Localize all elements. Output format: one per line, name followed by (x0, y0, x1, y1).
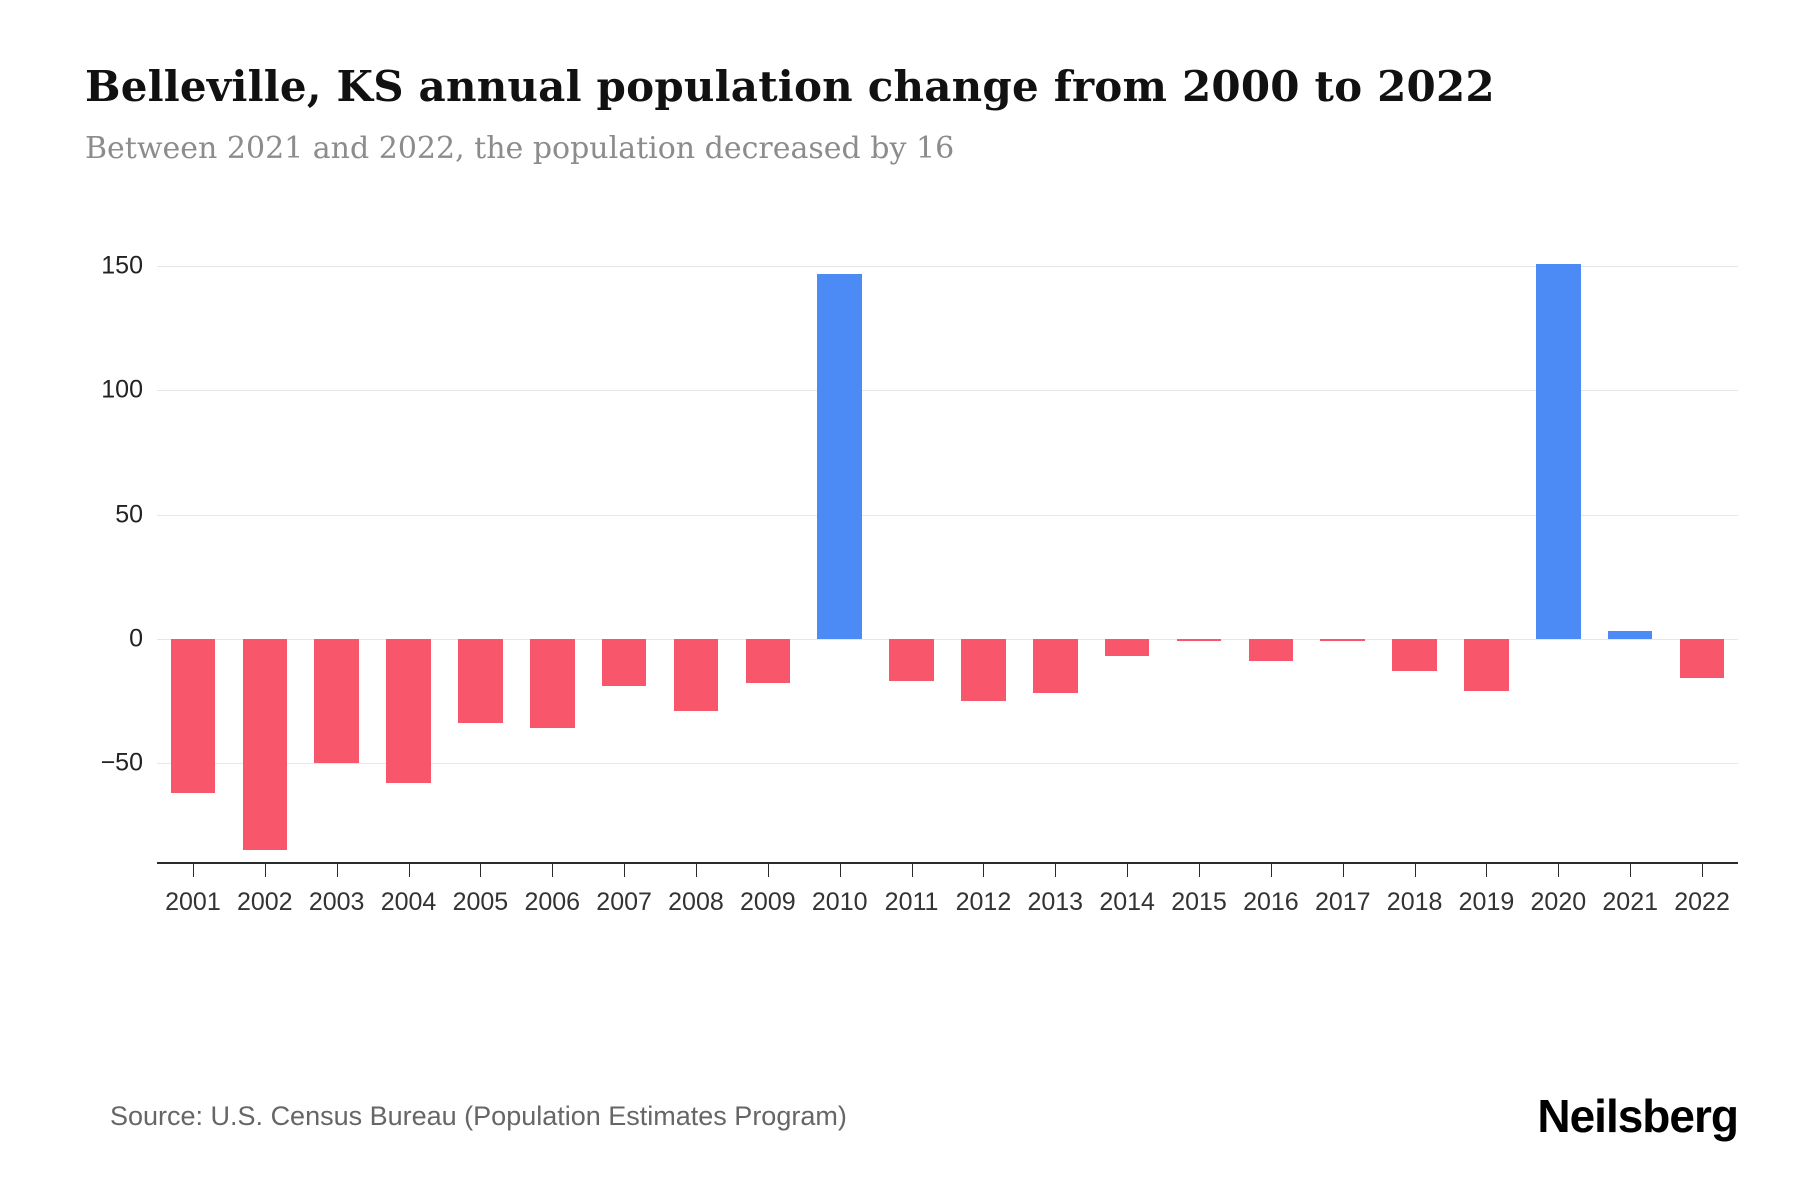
x-tick-label-2020: 2020 (1530, 888, 1587, 916)
x-tick (1199, 864, 1201, 877)
x-tick-label-2006: 2006 (524, 888, 581, 916)
x-tick-label-2009: 2009 (740, 888, 796, 916)
bar-2012[interactable] (961, 638, 1006, 701)
y-tick-label: −50 (100, 748, 143, 777)
x-tick-label-2011: 2011 (884, 888, 939, 916)
x-tick (767, 864, 769, 877)
x-tick (911, 864, 913, 877)
bar-2009[interactable] (745, 638, 791, 684)
y-tick-label: 100 (101, 375, 143, 404)
bar-2006[interactable] (529, 638, 575, 728)
x-tick (1127, 864, 1129, 877)
bar-2014[interactable] (1104, 638, 1150, 656)
y-tick-label: 50 (115, 500, 143, 529)
y-tick-label: 0 (129, 624, 143, 653)
bar-2005[interactable] (458, 638, 503, 724)
x-tick-label-2013: 2013 (1027, 888, 1084, 916)
x-tick (264, 864, 266, 877)
x-tick-label-2016: 2016 (1243, 888, 1299, 916)
x-tick-label-2018: 2018 (1386, 888, 1443, 916)
bar-2008[interactable] (673, 638, 719, 711)
bar-2001[interactable] (170, 638, 216, 793)
x-tick (1558, 864, 1560, 877)
x-tick (1270, 864, 1272, 877)
neilsberg-logo: Neilsberg (1537, 1090, 1739, 1142)
gridline-y-150 (157, 266, 1738, 268)
x-tick (408, 864, 410, 877)
gridline-y--50 (157, 762, 1738, 764)
bar-2022[interactable] (1679, 638, 1725, 679)
x-tick-label-2019: 2019 (1458, 888, 1515, 916)
bar-2002[interactable] (242, 638, 288, 850)
bar-2013[interactable] (1033, 638, 1078, 694)
x-tick-label-2012: 2012 (955, 888, 1012, 916)
x-tick (1055, 864, 1057, 877)
x-tick-label-2001: 2001 (165, 888, 221, 916)
x-tick-label-2022: 2022 (1674, 888, 1730, 916)
x-tick (624, 864, 626, 877)
x-tick-label-2002: 2002 (236, 888, 293, 916)
source-text: Source: U.S. Census Bureau (Population E… (110, 1100, 847, 1131)
bar-2016[interactable] (1248, 638, 1294, 661)
x-tick-label-2008: 2008 (668, 888, 724, 916)
x-tick (983, 864, 985, 877)
gridline-y-50 (157, 514, 1738, 516)
x-tick (1414, 864, 1416, 877)
x-tick-label-2010: 2010 (811, 888, 868, 916)
x-tick-label-2015: 2015 (1171, 888, 1227, 916)
x-tick-label-2004: 2004 (380, 888, 437, 916)
x-tick (480, 864, 482, 877)
bar-2019[interactable] (1464, 638, 1509, 691)
bar-2007[interactable] (601, 638, 647, 686)
x-tick (1486, 864, 1488, 877)
x-tick-label-2014: 2014 (1099, 888, 1155, 916)
bar-2010[interactable] (817, 273, 862, 639)
x-tick-label-2021: 2021 (1602, 888, 1659, 916)
y-tick-label: 150 (101, 251, 143, 280)
x-tick (1630, 864, 1632, 877)
bar-2004[interactable] (386, 638, 431, 783)
x-tick (552, 864, 554, 877)
y-axis: −50 0 50 100 150 (85, 251, 157, 864)
gridline-y-100 (157, 390, 1738, 392)
x-tick (1342, 864, 1344, 877)
bar-2017[interactable] (1320, 638, 1366, 642)
chart-subtitle: Between 2021 and 2022, the population de… (85, 131, 955, 166)
bar-2018[interactable] (1392, 638, 1437, 671)
bar-2003[interactable] (314, 638, 359, 763)
x-tick (839, 864, 841, 877)
bar-2020[interactable] (1536, 263, 1581, 639)
x-tick (695, 864, 697, 877)
bar-2011[interactable] (889, 638, 934, 681)
bar-2015[interactable] (1176, 638, 1222, 642)
chart-title: Belleville, KS annual population change … (85, 62, 1495, 111)
x-tick (336, 864, 338, 877)
x-axis: 2001 2002 2003 2004 2005 2006 2007 2008 2009 2010… (157, 864, 1738, 926)
plot-area (157, 254, 1738, 864)
bar-chart: −50 0 50 100 150 2001 2002 2003 2004 2005 2006 200… (85, 251, 1738, 926)
x-tick-label-2017: 2017 (1314, 888, 1371, 916)
x-tick (1702, 864, 1704, 877)
chart-footer: Source: U.S. Census Bureau (Population E… (0, 1032, 1800, 1200)
gridline-y-0 (157, 638, 1738, 640)
x-tick-label-2005: 2005 (452, 888, 509, 916)
x-tick-label-2007: 2007 (596, 888, 652, 916)
bar-2021[interactable] (1607, 631, 1653, 639)
x-tick (192, 864, 194, 877)
x-tick-label-2003: 2003 (308, 888, 365, 916)
